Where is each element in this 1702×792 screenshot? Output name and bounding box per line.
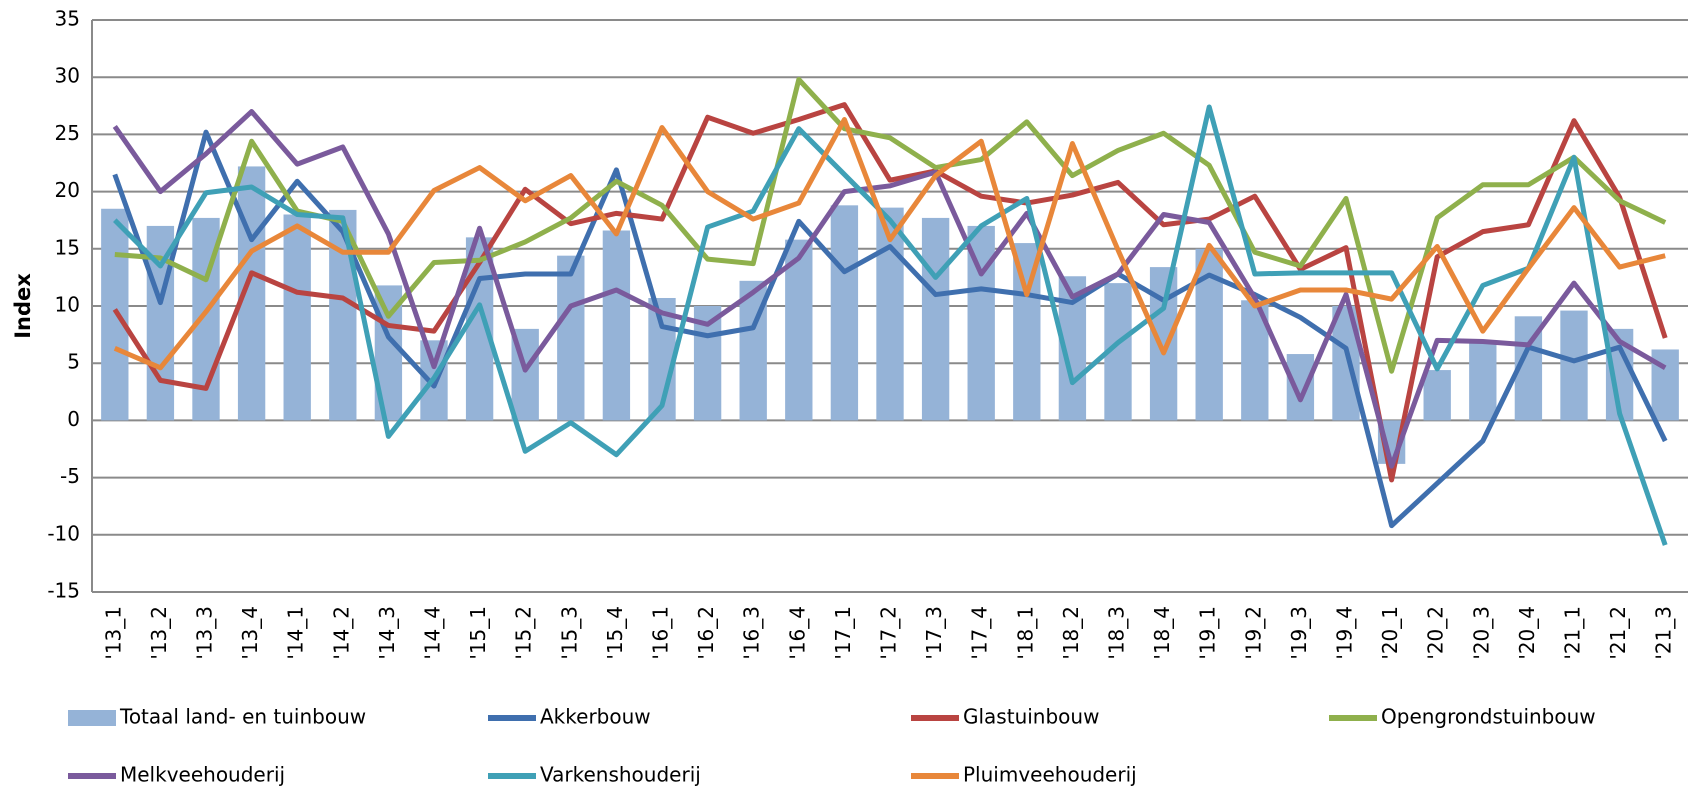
legend-label: Varkenshouderij [540,763,701,787]
legend-label: Akkerbouw [540,705,651,729]
x-tick-label: '13_3 [193,606,217,660]
x-tick-label: '21_2 [1606,606,1630,660]
legend-swatch [68,710,116,726]
x-tick-label: '20_4 [1515,606,1539,660]
line-series [114,76,1667,374]
x-tick-label: '21_1 [1561,606,1585,660]
x-tick-label: '16_4 [785,606,809,660]
line-series [112,129,1668,529]
x-tick-label: '19_2 [1241,606,1265,660]
y-tick-label: -5 [60,464,80,488]
legend-label: Totaal land- en tuinbouw [119,705,366,729]
x-tick-label: '18_2 [1059,606,1083,660]
legend-label: Glastuinbouw [963,705,1099,729]
x-tick-label: '20_1 [1378,606,1402,660]
x-tick-label: '15_3 [557,606,581,660]
x-tick-label: '14_3 [375,606,399,660]
x-tick-label: '20_2 [1424,606,1448,660]
bar [101,208,129,421]
y-tick-label: 10 [55,293,80,317]
y-tick-label: 20 [55,178,80,202]
x-tick-label: '13_2 [147,606,171,660]
x-tick-label: '17_3 [922,606,946,660]
line-series [113,104,1668,546]
x-tick-label: '15_1 [466,606,490,660]
x-tick-label: '14_4 [421,606,445,660]
bar [1560,310,1588,421]
y-tick-label: -15 [47,579,80,603]
x-tick-label: '18_1 [1013,606,1037,660]
y-tick-label: -10 [47,521,80,545]
x-tick-label: '17_2 [877,606,901,660]
x-tick-label: '19_4 [1333,606,1357,660]
legend-label: Pluimveehouderij [963,763,1137,787]
y-tick-label: 30 [55,64,80,88]
legend-label: Melkveehouderij [120,763,285,787]
y-tick-label: 15 [55,235,80,259]
x-tick-label: '15_2 [512,606,536,660]
bar [785,239,813,421]
x-tick-label: '16_2 [694,606,718,660]
line-series [112,109,1667,469]
bar [1286,354,1315,421]
x-tick-label: '14_2 [329,606,353,660]
x-tick-label: '14_1 [284,606,308,660]
bar [1423,370,1451,421]
y-tick-label: 0 [67,407,80,431]
bar [1149,267,1178,421]
bar [557,255,585,421]
bar [602,230,631,421]
y-tick-label: 5 [67,350,80,374]
x-tick-label: '16_3 [740,606,764,660]
x-tick-label: '18_4 [1150,606,1174,660]
line-series [112,102,1668,483]
x-tick-label: '17_4 [968,606,992,660]
x-tick-label: '13_1 [101,606,125,660]
bar [876,207,904,421]
legend-label: Opengrondstuinbouw [1381,705,1596,729]
x-tick-label: '20_3 [1469,606,1493,660]
x-tick-label: '21_3 [1652,606,1676,660]
bar [830,205,859,421]
bar [283,214,311,421]
x-tick-label: '16_1 [649,606,673,660]
bar [1469,342,1497,421]
y-axis-label: Index [11,273,35,339]
x-tick-label: '15_4 [603,606,627,660]
x-tick-label: '19_1 [1196,606,1220,660]
x-tick-label: '17_1 [831,606,855,660]
line-series [113,117,1666,371]
bar [921,217,950,421]
x-tick-label: '18_3 [1105,606,1129,660]
x-tick-label: '19_3 [1287,606,1311,660]
x-tick-label: '13_4 [238,606,262,660]
y-tick-label: 25 [55,121,80,145]
y-tick-label: 35 [55,7,80,31]
